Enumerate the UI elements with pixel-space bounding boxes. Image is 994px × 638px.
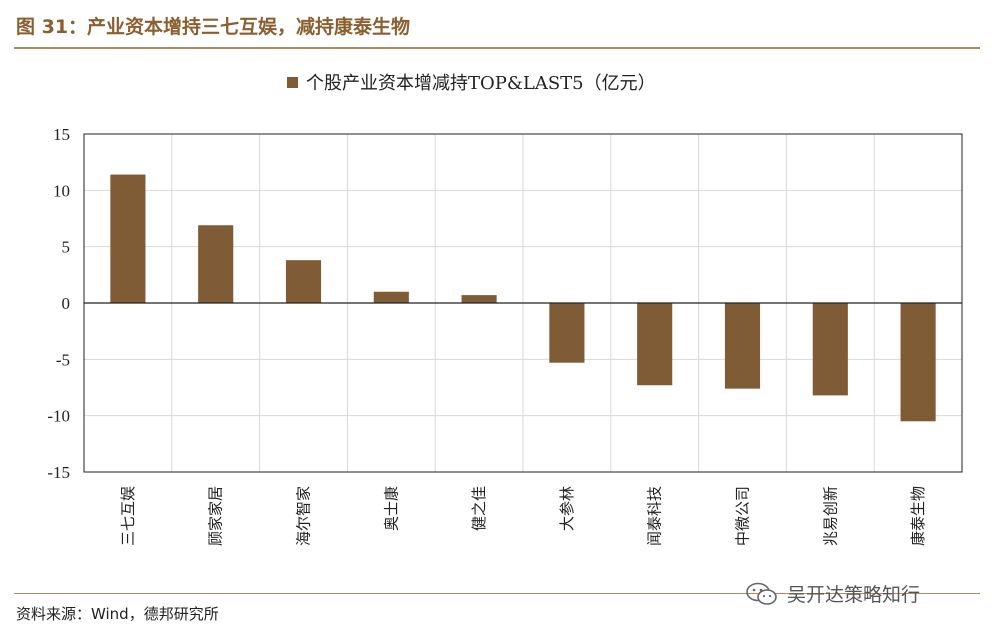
watermark-text: 吴开达策略知行 — [787, 584, 921, 606]
legend-swatch — [287, 77, 298, 88]
bar-3 — [285, 260, 322, 303]
x-category-label: 中微公司 — [734, 486, 752, 546]
x-category-label: 兆易创新 — [821, 486, 839, 546]
bottom-rule — [14, 593, 980, 594]
legend: 个股产业资本增减持TOP&LAST5（亿元） — [287, 73, 656, 94]
y-tick-label: 5 — [62, 238, 71, 257]
bar-2 — [198, 225, 234, 303]
source-note: 资料来源：Wind，德邦研究所 — [16, 605, 219, 623]
bar-7 — [637, 303, 673, 386]
x-category-label: 顾家家居 — [207, 486, 225, 546]
x-category-label: 海尔智家 — [295, 486, 313, 546]
x-category-label: 三七互娱 — [119, 486, 137, 546]
bar-1 — [110, 174, 146, 303]
bar-4 — [373, 291, 409, 303]
x-category-label: 闻泰科技 — [646, 486, 664, 546]
bar-10 — [900, 303, 936, 422]
bar-6 — [549, 303, 585, 363]
y-tick-label: 0 — [62, 294, 71, 313]
x-category-label: 健之佳 — [470, 486, 488, 531]
wechat-logo-icon — [746, 582, 777, 605]
figure-caption: 图 31：产业资本增持三七互娱，减持康泰生物 — [16, 16, 411, 38]
x-axis-categories: 三七互娱 顾家家居 海尔智家 奥士康 健之佳 大参林 闻泰科技 中微公司 兆易创新 康泰生物 — [119, 486, 927, 546]
y-tick-label: 10 — [53, 181, 70, 200]
y-tick-label: 15 — [53, 125, 70, 144]
x-category-label: 大参林 — [558, 486, 576, 531]
y-tick-label: -10 — [47, 407, 70, 426]
legend-label: 个股产业资本增减持TOP&LAST5（亿元） — [306, 73, 656, 94]
y-tick-label: -15 — [47, 463, 70, 482]
bar-8 — [724, 303, 761, 389]
bars — [110, 174, 936, 422]
top-rule — [14, 47, 980, 49]
y-axis-ticks: 15 10 5 0 -5 -10 -15 — [47, 125, 70, 482]
bar-chart: 个股产业资本增减持TOP&LAST5（亿元） 15 10 5 0 -5 -10 -15 三七… — [47, 73, 963, 546]
x-category-label: 奥士康 — [382, 486, 400, 531]
watermark: 吴开达策略知行 — [745, 580, 920, 607]
y-tick-label: -5 — [56, 350, 70, 369]
bar-5 — [461, 295, 497, 303]
x-category-label: 康泰生物 — [909, 486, 927, 546]
bar-9 — [812, 303, 848, 396]
